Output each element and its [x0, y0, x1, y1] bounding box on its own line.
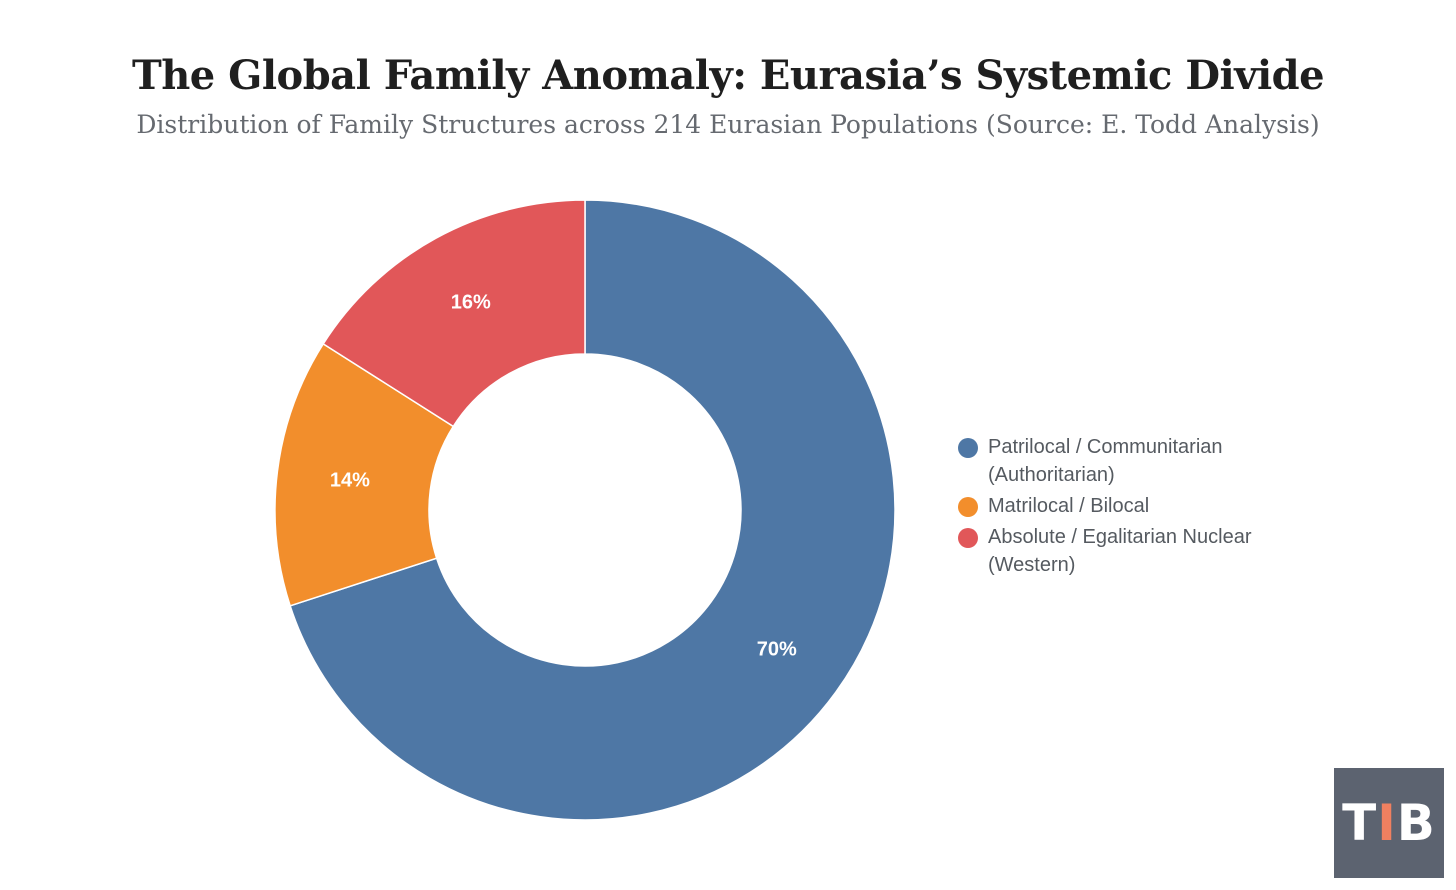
legend-swatch-0	[958, 438, 978, 458]
legend-item-0[interactable]: Patrilocal / Communitarian (Authoritarian…	[958, 436, 1298, 489]
legend-item-1[interactable]: Matrilocal / Bilocal	[958, 495, 1298, 520]
legend-item-2[interactable]: Absolute / Egalitarian Nuclear (Western)	[958, 526, 1298, 579]
donut-slice-0	[289, 199, 896, 821]
donut-slice-1	[274, 342, 455, 607]
chart-legend: Patrilocal / Communitarian (Authoritarian…	[958, 436, 1298, 585]
chart-subtitle: Distribution of Family Structures across…	[136, 110, 1320, 139]
chart-title: The Global Family Anomaly: Eurasia’s Sys…	[131, 52, 1325, 99]
legend-label-0: Patrilocal / Communitarian (Authoritarian…	[988, 436, 1223, 486]
slice-value-label-0: 70%	[757, 638, 797, 660]
slice-value-label-2: 16%	[451, 291, 491, 313]
slice-value-label-1: 14%	[330, 469, 370, 491]
logo-letter-t: T	[1342, 794, 1378, 852]
logo-letter-i: I	[1377, 794, 1397, 852]
donut-slice-2	[322, 199, 586, 428]
logo-letter-b: B	[1396, 794, 1436, 852]
legend-label-2: Absolute / Egalitarian Nuclear (Western)	[988, 526, 1252, 576]
legend-swatch-2	[958, 528, 978, 548]
legend-swatch-1	[958, 497, 978, 517]
legend-label-1: Matrilocal / Bilocal	[988, 495, 1150, 517]
